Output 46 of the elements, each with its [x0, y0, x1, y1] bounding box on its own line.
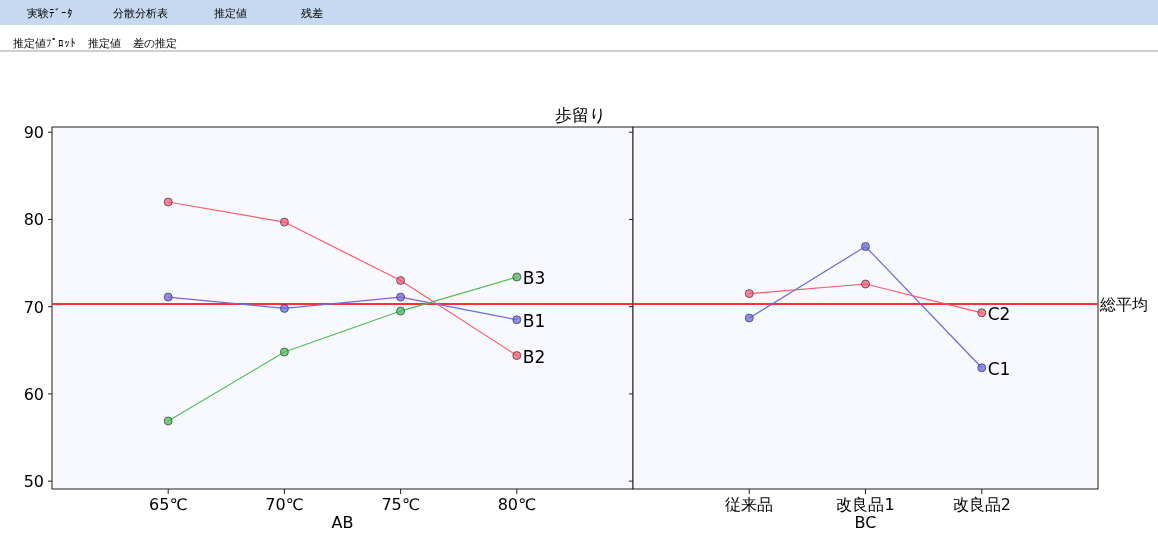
x-tick-label: 従来品	[725, 495, 774, 514]
y-tick-label: 70	[23, 297, 44, 317]
point	[163, 416, 173, 426]
y-tick-label: 80	[23, 210, 44, 230]
series-label: B1	[522, 310, 546, 331]
point	[861, 242, 870, 251]
x-tick-label: 改良品1	[836, 495, 895, 514]
point	[280, 304, 289, 313]
point	[977, 308, 987, 318]
x-tick-label: 75℃	[381, 495, 420, 514]
point	[512, 272, 522, 282]
text: 実験ﾃﾞｰﾀ	[27, 7, 73, 20]
x-tick-label: 70℃	[265, 495, 304, 514]
point	[163, 292, 173, 302]
point	[280, 347, 289, 357]
series-label: B3	[522, 268, 546, 289]
text: 差の推定	[133, 37, 177, 50]
y-tick-label: 60	[23, 384, 44, 404]
point	[396, 306, 405, 316]
text: 残差	[301, 7, 323, 20]
y-tick-label: 50	[23, 472, 44, 492]
point	[977, 363, 987, 373]
x-axis-title: AB	[331, 513, 354, 532]
point	[280, 217, 289, 227]
text: 分散分析表	[112, 7, 168, 20]
ref-line-label: 総平均	[1099, 295, 1148, 315]
x-tick-label: 改良品2	[952, 495, 1011, 514]
text: 推定値	[213, 7, 247, 20]
text: 推定値	[87, 37, 121, 50]
x-tick-label: 80℃	[497, 495, 536, 514]
chart-title: 歩留り	[554, 105, 606, 125]
text: 推定値ﾌﾟﾛｯﾄ	[12, 37, 76, 50]
point	[744, 313, 754, 323]
point	[861, 279, 870, 289]
point	[512, 351, 522, 360]
point	[396, 292, 405, 302]
x-tick-label: 65℃	[149, 495, 188, 514]
y-tick-label: 90	[23, 123, 44, 143]
series-label: C2	[987, 303, 1011, 324]
x-axis-title: BC	[854, 513, 877, 532]
series-label: C1	[987, 358, 1011, 379]
series-label: B2	[522, 346, 546, 367]
point	[163, 197, 173, 207]
point	[512, 315, 522, 325]
point	[396, 276, 405, 285]
point	[744, 289, 754, 299]
